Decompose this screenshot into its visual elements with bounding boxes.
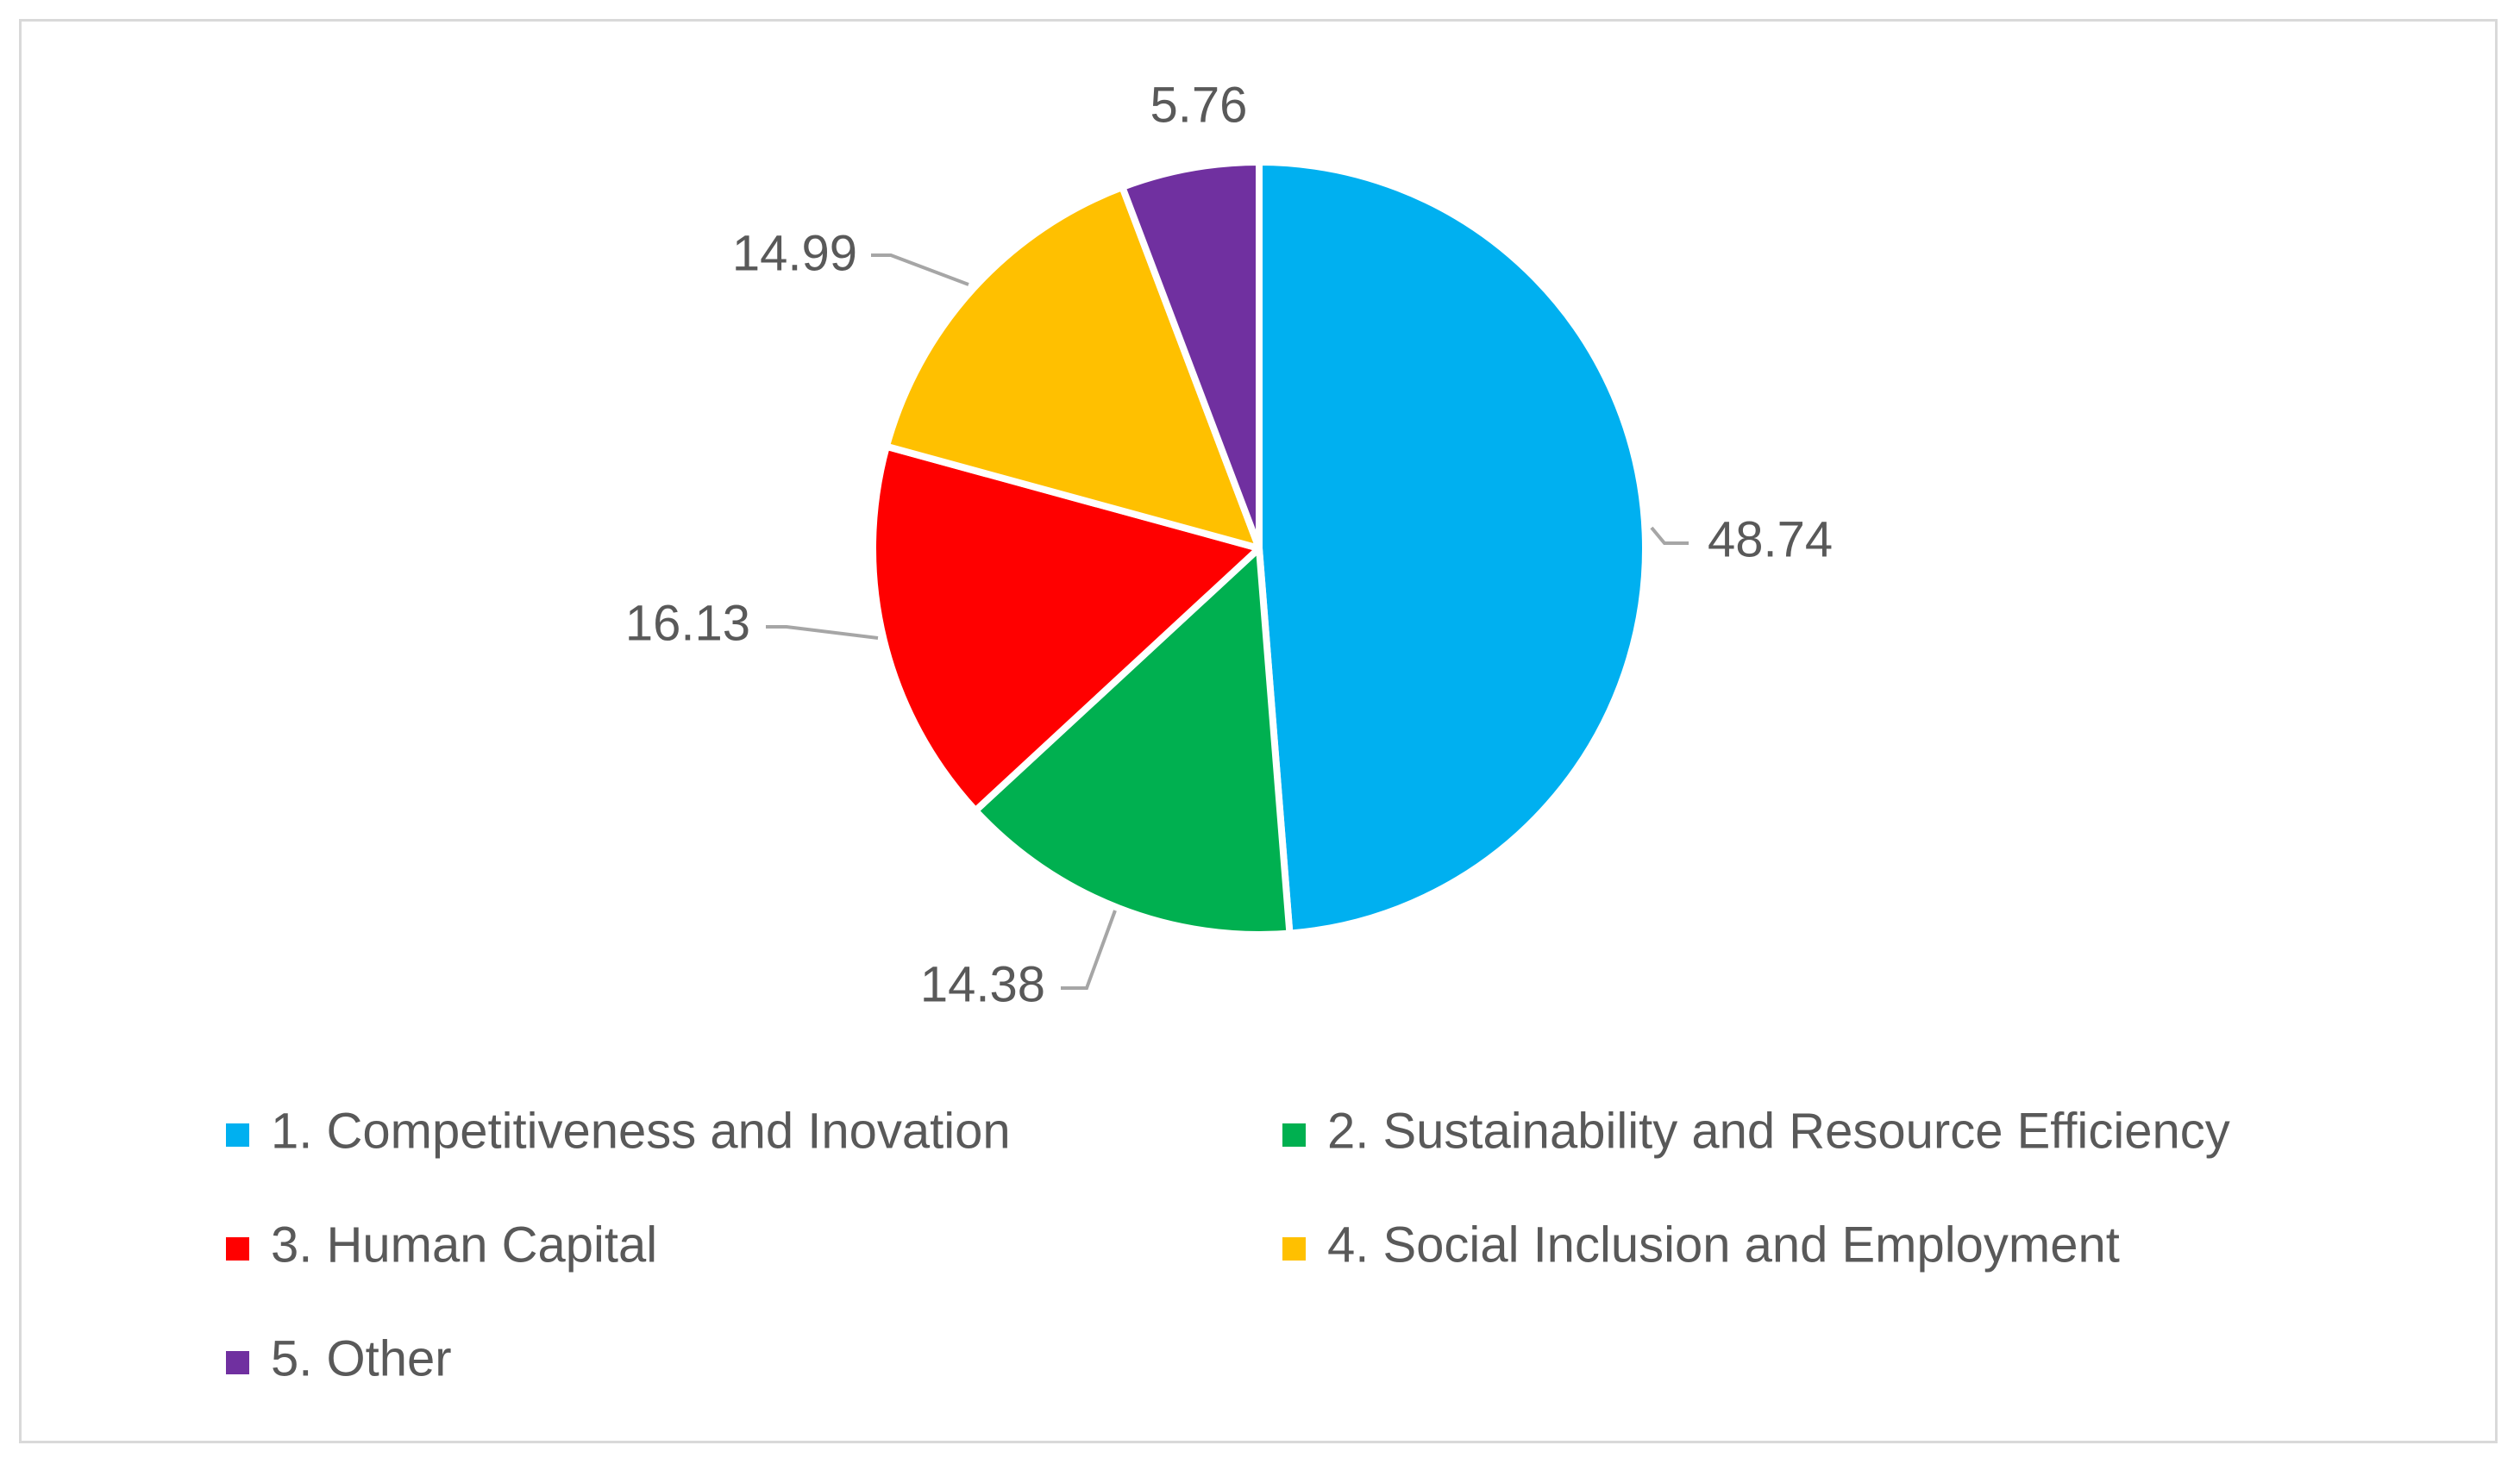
pie-slice-sustainability-and-resource-efficiency — [972, 545, 1294, 939]
legend-item-human-capital: 3. Human Capital — [226, 1217, 657, 1273]
data-label-human-capital: 16.13 — [625, 595, 750, 651]
legend-label: 1. Competitiveness and Inovation — [271, 1103, 1011, 1159]
legend-label: 5. Other — [271, 1330, 452, 1386]
data-labels: 48.74 14.38 16.13 14.99 5.76 — [625, 77, 1833, 1012]
leader-line-human-capital — [766, 625, 879, 640]
legend-item-sustainability-and-resource-efficiency: 2. Sustainability and Resource Efficienc… — [1282, 1103, 2230, 1159]
legend-label: 2. Sustainability and Resource Efficienc… — [1327, 1103, 2230, 1159]
pie-slice-other — [1119, 159, 1263, 552]
legend-item-social-inclusion-and-employment: 4. Social Inclusion and Employment — [1282, 1217, 2120, 1273]
data-label-other: 5.76 — [1150, 77, 1248, 133]
pie-slices — [869, 159, 1650, 939]
legend-swatch — [226, 1237, 249, 1261]
legend-item-other: 5. Other — [226, 1330, 452, 1386]
legend-swatch — [226, 1123, 249, 1147]
legend-label: 4. Social Inclusion and Employment — [1327, 1217, 2120, 1273]
leader-lines — [766, 253, 1689, 990]
legend-item-competitiveness-and-inovation: 1. Competitiveness and Inovation — [226, 1103, 1011, 1159]
pie-slice-human-capital — [869, 442, 1263, 815]
legend-label: 3. Human Capital — [271, 1217, 657, 1273]
legend-swatch — [1282, 1237, 1306, 1261]
leader-line-social-inclusion-and-employment — [871, 253, 969, 286]
data-label-sustainability-and-resource-efficiency: 14.38 — [920, 956, 1045, 1012]
pie-slice-competitiveness-and-inovation — [1256, 159, 1650, 937]
pie-slice-social-inclusion-and-employment — [882, 184, 1263, 552]
legend-swatch — [226, 1351, 249, 1374]
leader-line-competitiveness-and-inovation — [1650, 526, 1689, 545]
data-label-social-inclusion-and-employment: 14.99 — [732, 225, 857, 281]
legend-swatch — [1282, 1123, 1306, 1147]
leader-line-sustainability-and-resource-efficiency — [1061, 910, 1117, 990]
data-label-competitiveness-and-inovation: 48.74 — [1708, 511, 1833, 567]
legend: 1. Competitiveness and Inovation 2. Susta… — [226, 1103, 2230, 1386]
